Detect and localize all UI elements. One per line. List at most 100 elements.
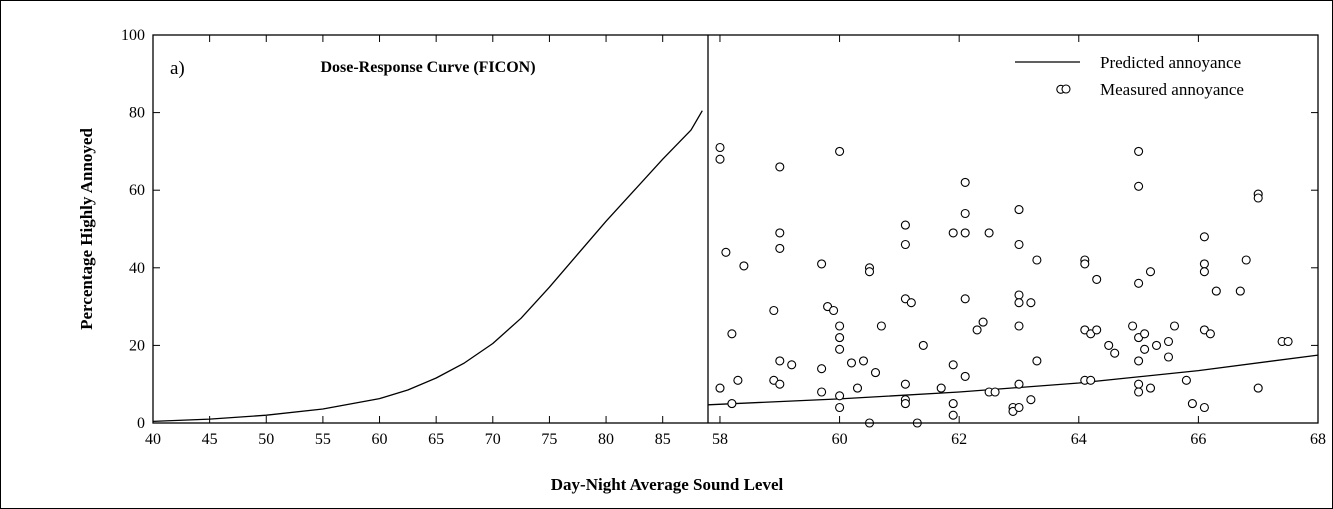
- measured-annoyance-point: [1187, 399, 1197, 409]
- measured-annoyance-point: [1032, 255, 1042, 265]
- measured-annoyance-point: [835, 321, 845, 331]
- measured-annoyance-point: [1163, 336, 1174, 347]
- measured-annoyance-point: [1014, 402, 1024, 413]
- measured-annoyance-point: [1026, 395, 1036, 405]
- y-tick-label: 0: [137, 415, 145, 432]
- measured-annoyance-point: [960, 371, 970, 381]
- x-tick-label-a: 50: [258, 431, 274, 448]
- measured-annoyance-point: [1199, 232, 1209, 242]
- measured-annoyance-point: [1080, 259, 1090, 269]
- measured-annoyance-point: [1014, 205, 1024, 215]
- measured-annoyance-point: [1134, 379, 1144, 389]
- x-tick-label-a: 55: [315, 431, 331, 448]
- measured-annoyance-point: [1014, 321, 1024, 331]
- x-tick-label-a: 45: [202, 431, 218, 448]
- measured-annoyance-point: [960, 228, 970, 238]
- measured-annoyance-point: [1086, 375, 1096, 385]
- measured-annoyance-point: [984, 228, 994, 238]
- measured-annoyance-point: [835, 344, 845, 354]
- measured-annoyance-point: [960, 177, 970, 187]
- measured-annoyance-point: [1110, 348, 1120, 358]
- measured-annoyance-point: [775, 162, 785, 172]
- x-tick-label-a: 40: [145, 431, 161, 448]
- measured-annoyance-point: [1235, 286, 1245, 296]
- y-tick-label: 80: [129, 105, 145, 122]
- y-tick-label: 40: [129, 260, 145, 277]
- y-axis-title: Percentage Highly Annoyed: [77, 128, 96, 330]
- measured-annoyance-point: [1032, 356, 1042, 366]
- measured-annoyance-point: [1181, 375, 1191, 385]
- measured-annoyance-point: [1026, 298, 1036, 308]
- measured-annoyance-point: [1145, 383, 1156, 393]
- panel-a-letter: a): [170, 58, 185, 79]
- measured-annoyance-point: [733, 375, 743, 385]
- measured-annoyance-point: [1134, 356, 1144, 366]
- measured-annoyance-point: [1241, 255, 1251, 265]
- measured-annoyance-point: [978, 317, 988, 327]
- x-tick-label-b: 58: [712, 431, 728, 448]
- measured-annoyance-point: [1128, 321, 1138, 331]
- measured-annoyance-point: [1014, 298, 1024, 308]
- measured-annoyance-point: [870, 368, 881, 378]
- panel-a-title: Dose-Response Curve (FICON): [320, 59, 535, 76]
- measured-annoyance-point: [1134, 181, 1144, 191]
- measured-annoyance-point: [817, 259, 827, 269]
- measured-annoyance-point: [1140, 329, 1150, 339]
- legend-entry-predicted: Predicted annoyance: [1100, 53, 1241, 72]
- measured-annoyance-point: [739, 261, 749, 271]
- measured-annoyance-point: [900, 220, 910, 230]
- measured-annoyance-point: [769, 305, 779, 316]
- measured-annoyance-point: [1199, 402, 1209, 413]
- y-tick-label: 20: [129, 337, 145, 354]
- x-tick-label-b: 64: [1071, 431, 1087, 448]
- measured-annoyance-point: [948, 399, 958, 409]
- measured-annoyance-point: [835, 391, 845, 401]
- measured-annoyance-point: [852, 383, 863, 393]
- measured-annoyance-point: [727, 399, 737, 409]
- measured-annoyance-point: [1253, 193, 1263, 203]
- measured-annoyance-point: [906, 298, 916, 308]
- measured-annoyance-point: [1253, 383, 1263, 393]
- measured-annoyance-point: [864, 267, 875, 277]
- x-tick-label-b: 66: [1190, 431, 1206, 448]
- measured-annoyance-point: [936, 383, 946, 393]
- measured-annoyance-point: [900, 239, 910, 250]
- measured-annoyance-point: [948, 360, 958, 370]
- measured-annoyance-point: [846, 358, 857, 368]
- measured-annoyance-point: [918, 340, 928, 350]
- measured-annoyance-point: [1014, 239, 1024, 250]
- measured-annoyance-point: [817, 364, 827, 374]
- x-tick-label-b: 62: [951, 431, 967, 448]
- x-tick-label-b: 68: [1310, 431, 1326, 448]
- measured-annoyance-point: [835, 402, 845, 413]
- measured-annoyance-point: [858, 356, 869, 366]
- measured-annoyance-point: [817, 387, 827, 397]
- measured-annoyance-point: [960, 294, 970, 304]
- measured-annoyance-point: [1014, 290, 1024, 300]
- y-tick-label: 60: [129, 182, 145, 199]
- legend-entry-measured: Measured annoyance: [1100, 80, 1244, 99]
- measured-annoyance-point: [1199, 267, 1209, 277]
- measured-annoyance-point: [990, 387, 1000, 397]
- measured-annoyance-point: [876, 321, 886, 331]
- measured-annoyance-point: [715, 142, 725, 153]
- measured-annoyance-point: [1199, 259, 1209, 269]
- measured-annoyance-point: [960, 208, 970, 219]
- measured-annoyance-point: [829, 305, 839, 316]
- measured-annoyance-point: [727, 329, 737, 339]
- panel-b: 58 60 62 64 66 68: [707, 35, 1326, 448]
- measured-annoyance-point: [775, 243, 785, 253]
- measured-annoyance-point: [1163, 352, 1174, 362]
- measured-annoyance-point: [972, 325, 982, 335]
- measured-annoyance-point: [1145, 267, 1156, 277]
- measured-annoyance-point: [1134, 278, 1144, 288]
- measured-annoyance-point: [948, 410, 958, 420]
- measured-annoyance-point: [1140, 344, 1150, 354]
- measured-annoyance-point: [721, 247, 731, 257]
- measured-annoyance-point: [787, 360, 797, 370]
- y-tick-label: 100: [121, 27, 145, 44]
- dose-response-curve: [152, 110, 703, 423]
- measured-annoyance-point: [948, 228, 958, 238]
